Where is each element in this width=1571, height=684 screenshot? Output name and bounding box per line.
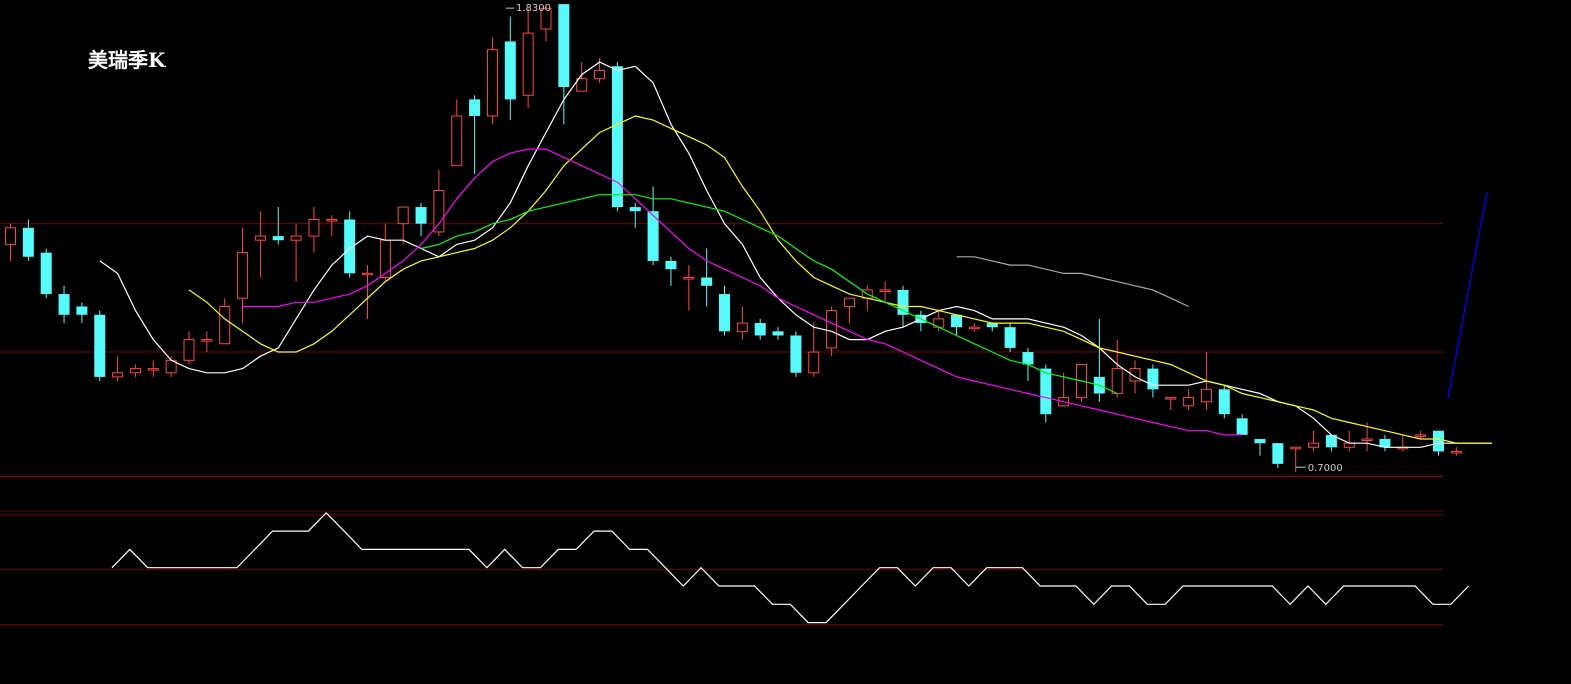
candle-body xyxy=(379,239,391,278)
candle-body xyxy=(112,372,124,378)
candle-body xyxy=(362,272,373,276)
candle-body xyxy=(1325,434,1337,448)
candle-body xyxy=(558,4,570,87)
candle-body xyxy=(415,207,427,224)
chart-title: 美瑞季K xyxy=(88,48,166,72)
candle-body xyxy=(1308,442,1320,448)
candle-body xyxy=(1379,439,1391,448)
candle-body xyxy=(683,276,695,280)
candle-body xyxy=(1290,446,1302,450)
candle-body xyxy=(469,99,481,116)
candle-body xyxy=(1200,388,1212,403)
candle-body xyxy=(968,326,980,330)
candle-body xyxy=(1218,389,1230,415)
candle-body xyxy=(1040,368,1052,415)
price-annotations: 1.8300 0.7000 xyxy=(506,3,1343,474)
candle-body xyxy=(754,323,766,336)
candle-body xyxy=(1415,434,1427,437)
candle-body xyxy=(540,7,552,30)
indicator-line xyxy=(111,511,1470,624)
high-price-label: 1.8300 xyxy=(516,3,551,14)
candle-body xyxy=(451,115,463,167)
candle-body xyxy=(808,351,820,374)
candle-body xyxy=(237,252,249,299)
trend-line xyxy=(1447,191,1488,399)
candle-body xyxy=(736,322,748,332)
candle-body xyxy=(665,260,677,270)
candle-body xyxy=(308,219,320,237)
candle-body xyxy=(129,368,141,374)
candle-body xyxy=(58,294,70,315)
candle-body xyxy=(183,339,195,361)
candle-body xyxy=(486,49,498,117)
candle-body xyxy=(611,66,623,208)
ma-line-ma20 xyxy=(242,148,1243,436)
grid-lines xyxy=(0,223,1443,477)
candle-body xyxy=(522,32,534,96)
candle-body xyxy=(219,305,231,345)
candle-body xyxy=(40,252,52,295)
candle-body xyxy=(576,78,588,92)
candle-body xyxy=(594,69,606,80)
candle-body xyxy=(1183,397,1195,407)
candle-body xyxy=(1022,352,1034,365)
ma-line-ma10 xyxy=(188,115,1493,444)
candle-body xyxy=(147,368,159,371)
ma-line-ma30 xyxy=(420,194,1118,395)
candle-body xyxy=(1433,430,1444,452)
moving-average-series xyxy=(99,61,1493,448)
candle-body xyxy=(1004,327,1016,348)
candle-body xyxy=(986,323,998,328)
candle-body xyxy=(272,236,284,241)
candle-body xyxy=(22,227,34,257)
candle-body xyxy=(290,235,302,241)
candle-body xyxy=(201,339,213,342)
candle-body xyxy=(433,190,445,233)
candle-body xyxy=(344,219,356,274)
candle-body xyxy=(1165,397,1177,400)
candle-body xyxy=(826,310,838,349)
candle-body xyxy=(843,297,855,307)
candle-body xyxy=(790,335,802,373)
ma-line-ma60 xyxy=(956,256,1189,308)
candle-body xyxy=(772,331,784,336)
candle-body xyxy=(94,314,106,377)
candle-body xyxy=(719,294,730,332)
candle-body xyxy=(254,235,266,241)
candlestick-series xyxy=(5,4,1462,473)
indicator-panel xyxy=(0,510,1470,626)
candle-body xyxy=(1272,443,1284,464)
candle-body xyxy=(647,211,659,261)
candle-body xyxy=(326,219,338,222)
candle-body xyxy=(1361,438,1373,442)
candle-body xyxy=(879,289,891,292)
candle-body xyxy=(1147,368,1159,390)
candle-body xyxy=(951,314,963,328)
candle-body xyxy=(397,206,409,225)
candle-body xyxy=(1129,368,1141,382)
candle-body xyxy=(5,227,16,245)
candle-body xyxy=(1236,418,1248,435)
candle-body xyxy=(1450,450,1462,454)
low-price-label: 0.7000 xyxy=(1308,463,1343,474)
candle-body xyxy=(504,41,516,100)
candle-body xyxy=(701,277,713,286)
candle-body xyxy=(76,306,88,315)
candle-body xyxy=(1111,368,1123,394)
candle-body xyxy=(1254,439,1266,444)
candle-body xyxy=(897,289,909,315)
candle-body xyxy=(629,207,641,212)
ma-line-ma5 xyxy=(99,61,1493,448)
